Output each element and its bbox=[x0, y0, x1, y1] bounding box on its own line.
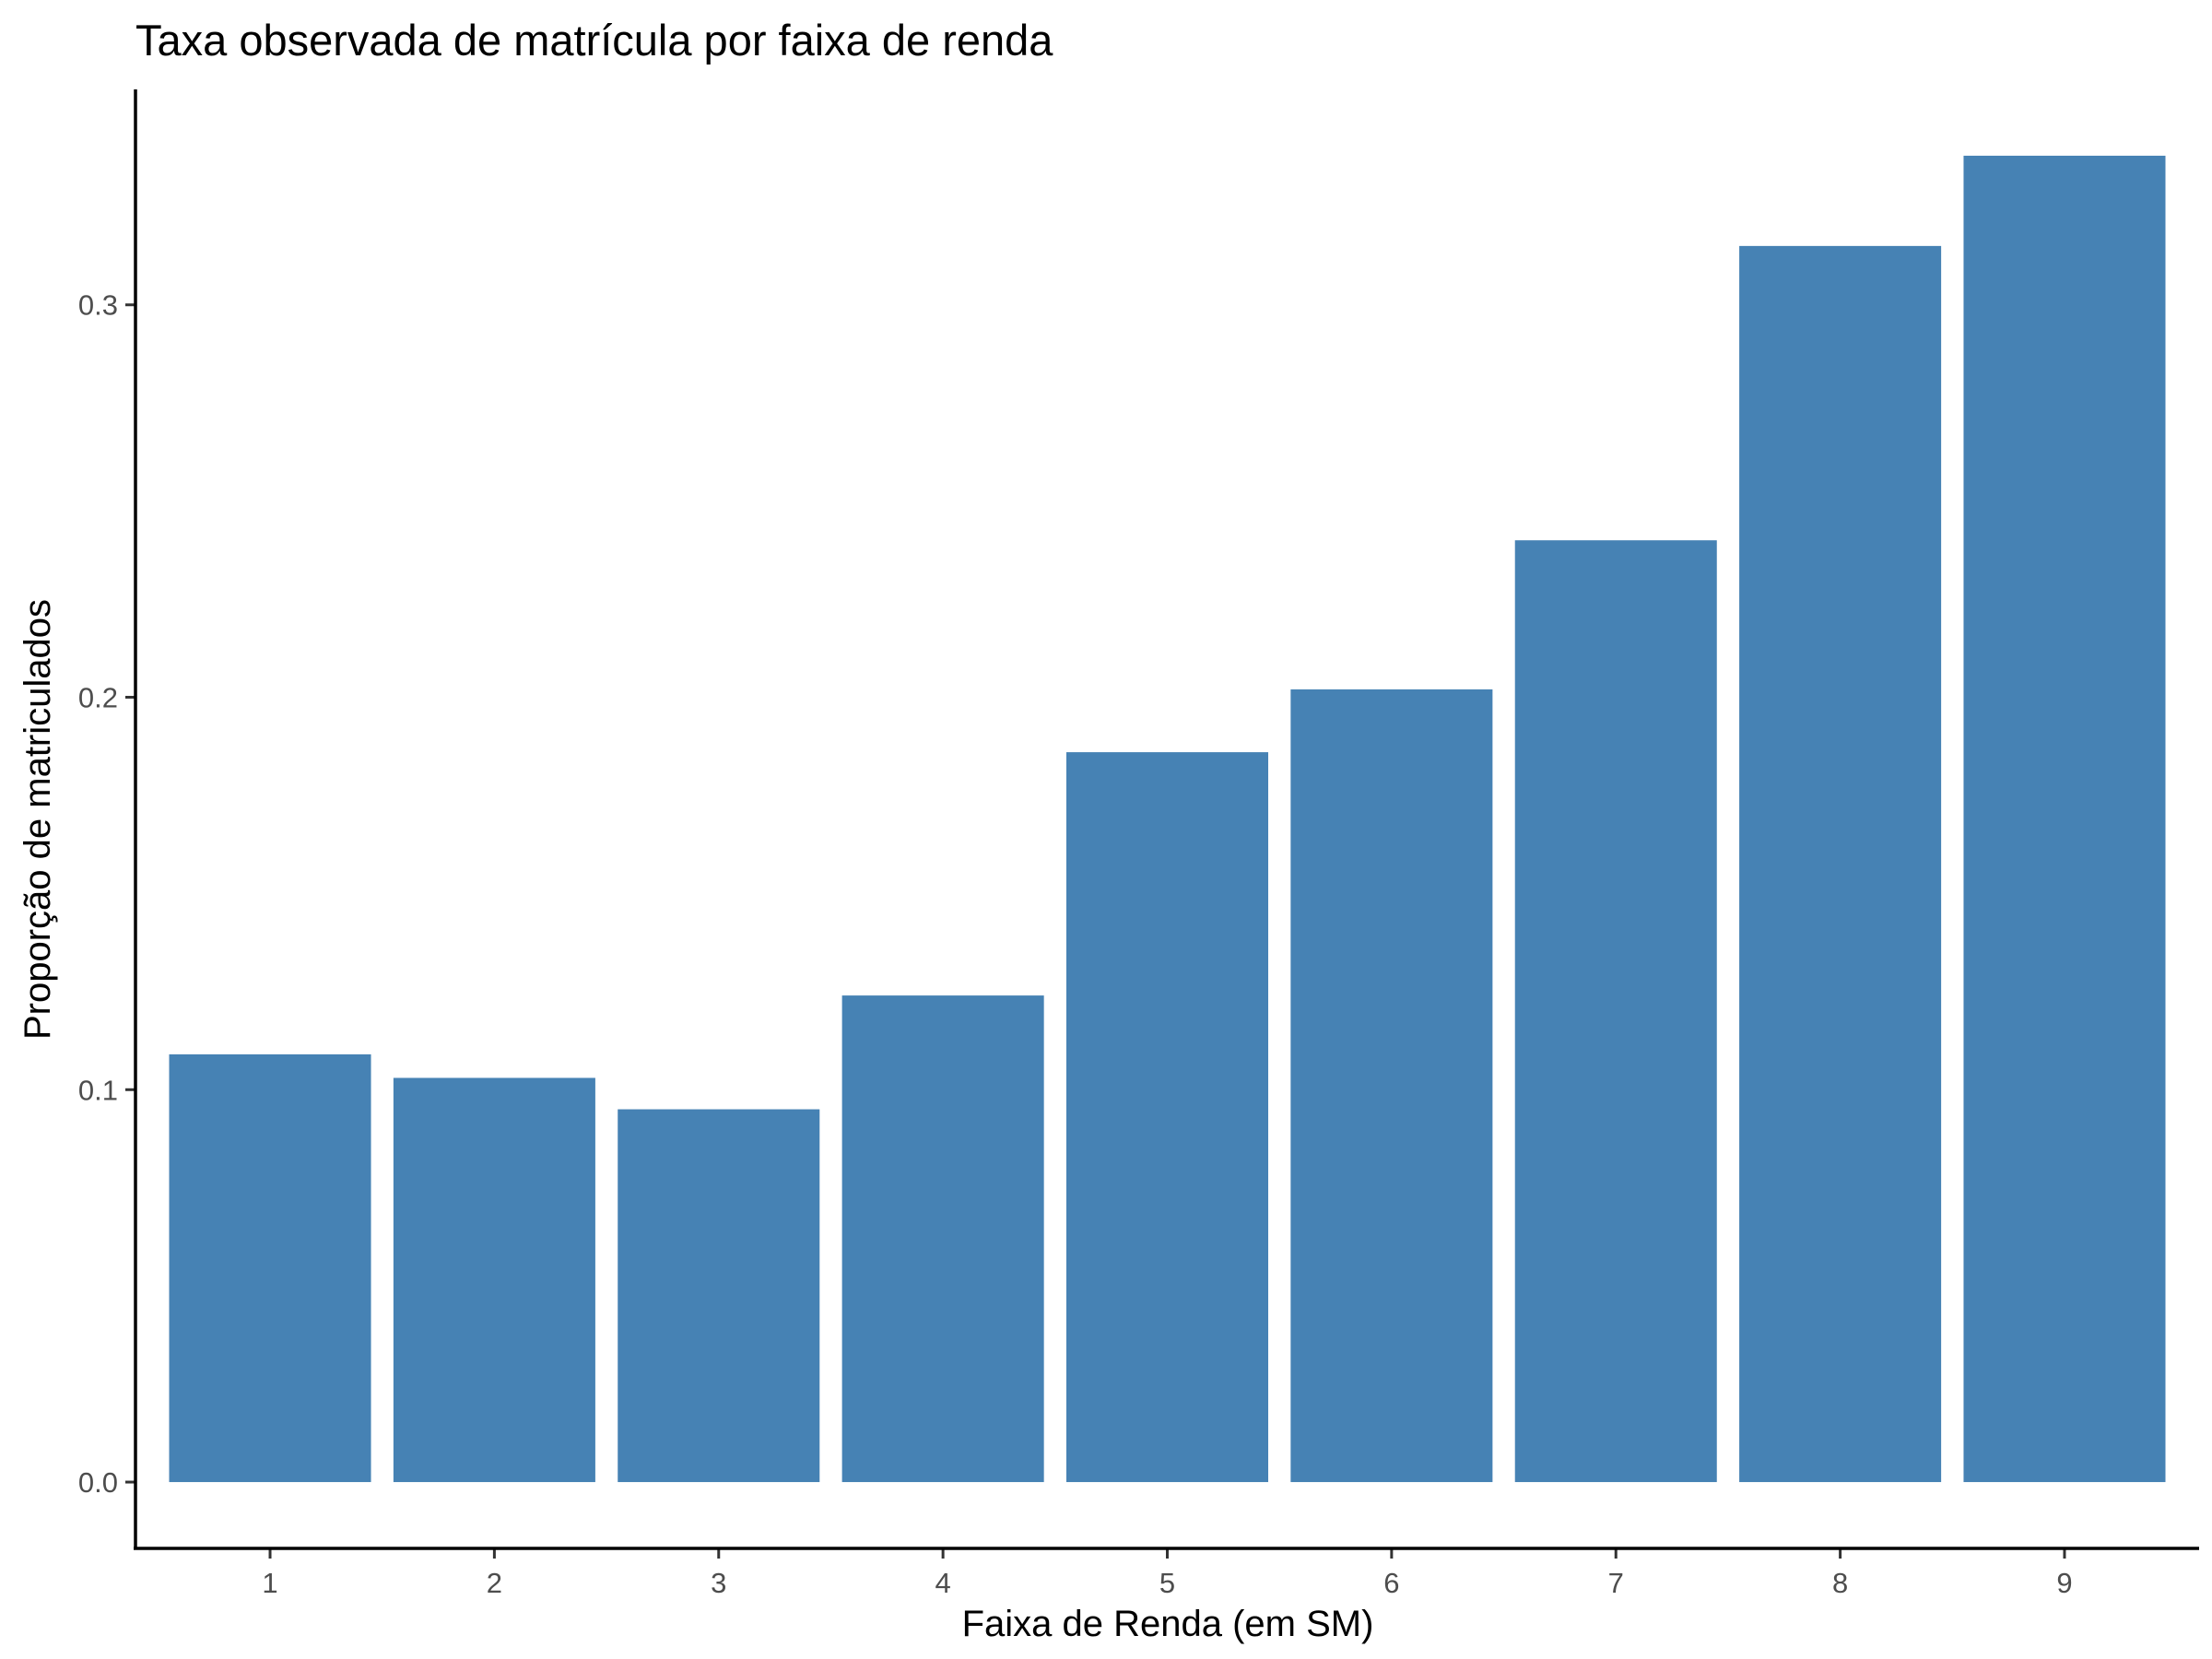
bar-1 bbox=[169, 1053, 371, 1483]
y-axis-label: Proporção de matriculados bbox=[18, 599, 58, 1040]
x-tick-label: 8 bbox=[1832, 1567, 1848, 1599]
bar-6 bbox=[1290, 688, 1493, 1483]
x-tick-label: 2 bbox=[487, 1567, 502, 1599]
y-tick-label: 0.2 bbox=[78, 682, 118, 714]
bar-5 bbox=[1065, 752, 1269, 1483]
x-tick-label: 6 bbox=[1383, 1567, 1399, 1599]
x-tick-label: 3 bbox=[711, 1567, 726, 1599]
bars-group bbox=[169, 155, 2166, 1483]
bar-4 bbox=[841, 995, 1044, 1483]
x-tick-label: 5 bbox=[1159, 1567, 1175, 1599]
bar-9 bbox=[1963, 155, 2166, 1483]
x-tick-label: 1 bbox=[262, 1567, 277, 1599]
bar-8 bbox=[1739, 245, 1942, 1483]
bar-2 bbox=[393, 1077, 595, 1483]
x-axis-ticks: 1 2 3 4 5 6 7 8 9 bbox=[262, 1548, 2073, 1599]
y-tick-label: 0.1 bbox=[78, 1074, 118, 1106]
x-axis-label: Faixa de Renda (em SM) bbox=[962, 1604, 1374, 1644]
chart-title: Taxa observada de matrícula por faixa de… bbox=[135, 16, 1053, 65]
x-tick-label: 4 bbox=[935, 1567, 951, 1599]
x-tick-label: 9 bbox=[2056, 1567, 2072, 1599]
x-tick-label: 7 bbox=[1608, 1567, 1624, 1599]
y-tick-label: 0.0 bbox=[78, 1466, 118, 1499]
y-axis-ticks: 0.0 0.1 0.2 0.3 bbox=[78, 289, 135, 1499]
bar-3 bbox=[618, 1109, 820, 1483]
y-tick-label: 0.3 bbox=[78, 289, 118, 322]
bar-7 bbox=[1514, 540, 1717, 1483]
